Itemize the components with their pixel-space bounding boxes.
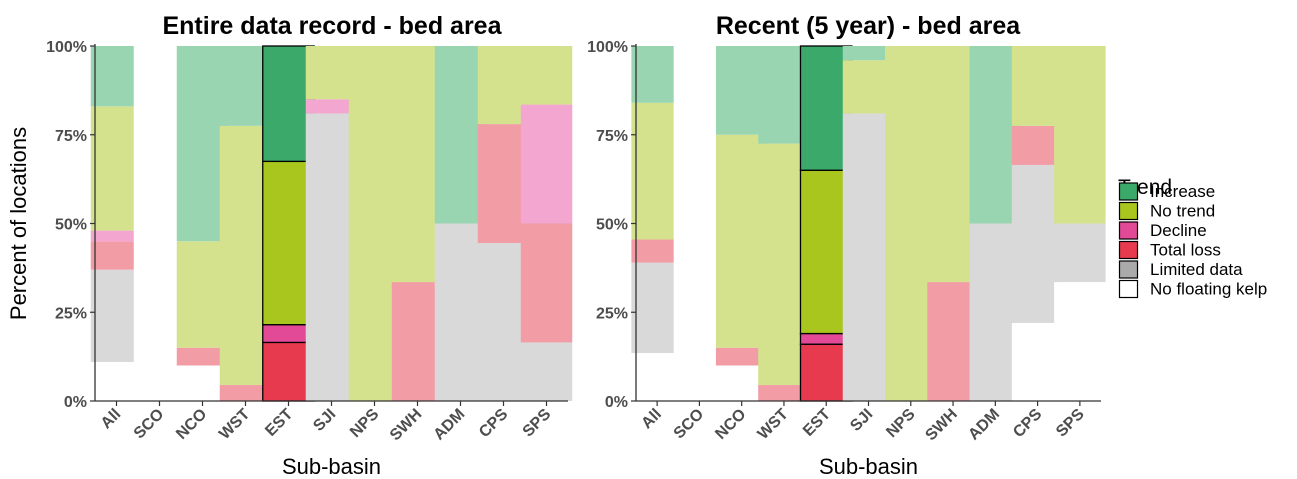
legend-swatch-decline <box>1118 221 1139 240</box>
x-tick-label-nco: NCO <box>173 406 210 443</box>
x-tick-label-adm: ADM <box>431 406 469 444</box>
bar-cps-no-trend <box>477 46 530 125</box>
x-axis-label: Sub-basin <box>282 454 381 479</box>
bar-sji-no-trend <box>305 46 358 100</box>
bar-est-increase <box>262 45 315 163</box>
x-tick-label-nps: NPS <box>883 406 919 442</box>
legend-swatch-no-trend <box>1118 201 1139 221</box>
y-tick-label: 100% <box>46 39 87 56</box>
bar-sji-decline <box>305 99 358 114</box>
y-tick-label: 50% <box>55 217 87 234</box>
x-axis-label: Sub-basin <box>819 454 918 479</box>
x-tick-label-swh: SWH <box>922 406 960 444</box>
chart-title: Recent (5 year) - bed area <box>716 12 1021 40</box>
bar-sji-limited-data <box>305 113 358 401</box>
legend-swatch-limited-data <box>1118 260 1139 279</box>
y-tick-label: 50% <box>596 217 628 234</box>
bar-nco-no-trend <box>176 241 229 348</box>
panel-recent-5-year: Recent (5 year) - bed area All SCO NCO WST ES… <box>587 12 1106 479</box>
legend-swatch-increase <box>1118 182 1139 201</box>
bar-all-total-loss <box>90 241 143 270</box>
x-tick-label-est: EST <box>262 406 296 440</box>
bar-cps-total-loss <box>477 124 530 244</box>
x-tick-label-cps: CPS <box>476 406 512 442</box>
bar-est-no-trend <box>262 160 315 326</box>
bar-cps-limited-data <box>477 243 530 401</box>
bar-sps-limited-data <box>1054 223 1106 283</box>
x-tick-label-est: EST <box>800 406 834 440</box>
y-axis-label: Percent of locations <box>6 127 31 320</box>
x-tick-label-sji: SJI <box>310 406 339 435</box>
bar-nco-increase <box>176 46 229 242</box>
x-tick-label-nps: NPS <box>347 406 383 442</box>
bar-nco-no-floating-kelp <box>176 365 229 401</box>
legend-label-total-loss: Total loss <box>1150 241 1221 260</box>
bar-sco-no-floating-kelp <box>133 46 186 401</box>
bar-sps-limited-data <box>520 342 573 401</box>
bar-all-no-floating-kelp <box>90 361 143 401</box>
x-tick-label-sco: SCO <box>131 406 168 443</box>
y-tick-label: 0% <box>605 394 628 411</box>
legend-label-limited-data: Limited data <box>1150 260 1243 279</box>
bar-swh-total-loss <box>391 282 444 401</box>
legend-label-increase: Increase <box>1150 182 1215 201</box>
x-tick-label-wst: WST <box>216 406 253 443</box>
bar-adm-limited-data <box>434 223 487 401</box>
bar-swh-no-trend <box>391 46 444 283</box>
panel-entire-record: Entire data record - bed area All SCO NCO WS… <box>6 12 573 479</box>
bar-wst-total-loss <box>219 385 272 401</box>
bar-sji-increase <box>842 46 895 61</box>
x-tick-label-all: All <box>98 406 124 432</box>
x-tick-label-sps: SPS <box>520 406 555 441</box>
x-tick-label-all: All <box>638 406 664 432</box>
bar-all-increase <box>90 46 143 107</box>
bar-sps-no-trend <box>1054 46 1106 224</box>
y-tick-label: 0% <box>64 394 87 411</box>
x-tick-label-cps: CPS <box>1010 406 1046 442</box>
y-tick-label: 25% <box>55 305 87 322</box>
bar-all-decline <box>90 230 143 242</box>
bar-sps-no-trend <box>520 46 573 105</box>
x-tick-label-sco: SCO <box>671 406 708 443</box>
bar-all-limited-data <box>90 269 143 362</box>
bar-wst-total-loss <box>758 385 810 401</box>
chart-title: Entire data record - bed area <box>162 12 502 40</box>
y-tick-label: 75% <box>596 128 628 145</box>
x-tick-label-sps: SPS <box>1053 406 1088 441</box>
bar-sps-total-loss <box>520 223 573 343</box>
y-tick-label: 25% <box>596 305 628 322</box>
legend-swatch-total-loss <box>1118 240 1139 260</box>
y-tick-label: 100% <box>587 39 628 56</box>
bar-adm-increase <box>434 46 487 224</box>
bar-sps-no-floating-kelp <box>1054 282 1106 401</box>
x-tick-label-nco: NCO <box>712 406 749 443</box>
legend-label-no-trend: No trend <box>1150 202 1215 221</box>
bar-all-no-trend <box>90 106 143 231</box>
legend-label-no-floating-kelp: No floating kelp <box>1150 280 1267 299</box>
x-tick-label-adm: ADM <box>965 406 1003 444</box>
legend-swatch-no-floating-kelp <box>1118 279 1139 299</box>
x-tick-label-swh: SWH <box>387 406 425 444</box>
y-tick-label: 75% <box>55 128 87 145</box>
legend-label-decline: Decline <box>1150 221 1207 240</box>
bar-sps-decline <box>520 104 573 224</box>
x-tick-label-sji: SJI <box>847 406 876 435</box>
bar-nps-no-trend <box>348 46 401 401</box>
x-tick-label-wst: WST <box>755 406 792 443</box>
bar-nco-total-loss <box>176 347 229 366</box>
bar-nco-total-loss <box>715 347 768 366</box>
bar-all-total-loss <box>631 239 683 263</box>
